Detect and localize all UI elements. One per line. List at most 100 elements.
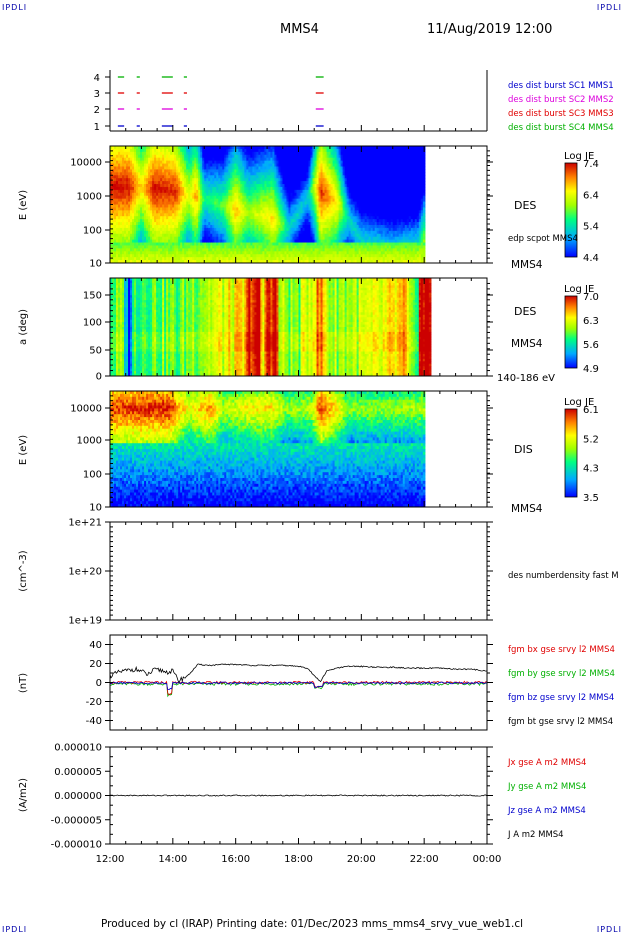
- heatmap-cell: [202, 184, 205, 188]
- heatmap-cell: [244, 204, 247, 209]
- heatmap-cell: [132, 236, 135, 241]
- heatmap-cell: [320, 175, 324, 179]
- heatmap-cell: [120, 192, 123, 197]
- heatmap-cell: [318, 181, 322, 185]
- heatmap-cell: [348, 227, 352, 232]
- heatmap-cell: [300, 148, 304, 153]
- heatmap-cell: [330, 184, 334, 188]
- heatmap-cell: [166, 154, 169, 159]
- heatmap-cell: [168, 178, 171, 182]
- heatmap-cell: [216, 233, 219, 238]
- heatmap-cell: [170, 148, 173, 153]
- heatmap-cell: [310, 204, 314, 209]
- heatmap-cell: [358, 154, 362, 159]
- heatmap-cell: [174, 260, 177, 263]
- heatmap-cell: [206, 169, 209, 173]
- heatmap-cell: [308, 219, 312, 223]
- heatmap-cell: [262, 175, 266, 179]
- heatmap-cell: [212, 213, 215, 217]
- heatmap-cell: [330, 204, 334, 209]
- heatmap-cell: [316, 198, 320, 203]
- heatmap-cell: [342, 260, 346, 263]
- heatmap-cell: [128, 163, 131, 168]
- heatmap-cell: [250, 175, 253, 179]
- heatmap-cell: [118, 236, 121, 241]
- heatmap-cell: [270, 230, 274, 235]
- heatmap-cell: [162, 210, 165, 214]
- heatmap-cell: [142, 239, 145, 244]
- heatmap-cell: [206, 201, 209, 206]
- heatmap-cell: [136, 189, 139, 194]
- heatmap-cell: [116, 154, 119, 159]
- heatmap-cell: [180, 207, 183, 211]
- heatmap-cell: [118, 254, 121, 258]
- heatmap-cell: [178, 216, 181, 220]
- heatmap-cell: [278, 189, 282, 194]
- heatmap-cell: [158, 195, 161, 200]
- heatmap-cell: [306, 172, 310, 176]
- heatmap-cell: [244, 219, 247, 223]
- heatmap-cell: [154, 236, 157, 241]
- heatmap-cell: [242, 222, 245, 226]
- heatmap-cell: [136, 236, 139, 241]
- heatmap-cell: [242, 198, 245, 203]
- heatmap-cell: [338, 181, 342, 185]
- heatmap-cell: [344, 172, 348, 176]
- heatmap-cell: [238, 146, 241, 150]
- heatmap-cell: [272, 146, 276, 150]
- heatmap-cell: [226, 154, 229, 159]
- heatmap-cell: [172, 169, 175, 173]
- heatmap-cell: [206, 204, 209, 209]
- heatmap-cell: [302, 146, 306, 150]
- heatmap-cell: [138, 148, 141, 153]
- heatmap-cell: [294, 207, 298, 211]
- heatmap-cell: [174, 186, 177, 191]
- heatmap-cell: [276, 198, 280, 203]
- heatmap-cell: [256, 210, 259, 214]
- heatmap-cell: [340, 210, 344, 214]
- heatmap-cell: [186, 166, 189, 170]
- heatmap-cell: [338, 146, 342, 150]
- heatmap-cell: [152, 222, 155, 226]
- heatmap-cell: [126, 186, 129, 191]
- heatmap-cell: [188, 245, 191, 249]
- heatmap-cell: [200, 195, 203, 200]
- heatmap-cell: [144, 184, 147, 188]
- heatmap-cell: [186, 198, 189, 203]
- heatmap-cell: [230, 154, 233, 159]
- heatmap-cell: [226, 151, 229, 156]
- heatmap-cell: [276, 154, 280, 159]
- heatmap-cell: [250, 236, 253, 241]
- heatmap-cell: [160, 160, 163, 165]
- heatmap-cell: [252, 224, 255, 229]
- heatmap-cell: [308, 251, 312, 255]
- heatmap-cell: [318, 227, 322, 232]
- heatmap-cell: [302, 219, 306, 223]
- heatmap-cell: [306, 242, 310, 247]
- heatmap-cell: [356, 160, 360, 165]
- heatmap-cell: [170, 227, 173, 232]
- heatmap-cell: [200, 184, 203, 188]
- heatmap-cell: [276, 260, 280, 263]
- heatmap-cell: [180, 210, 183, 214]
- heatmap-cell: [316, 227, 320, 232]
- heatmap-cell: [132, 260, 135, 263]
- heatmap-cell: [228, 192, 231, 197]
- heatmap-cell: [112, 216, 115, 220]
- heatmap-cell: [116, 207, 119, 211]
- heatmap-cell: [298, 192, 302, 197]
- heatmap-cell: [300, 210, 304, 214]
- heatmap-cell: [212, 236, 215, 241]
- heatmap-cell: [262, 251, 266, 255]
- heatmap-cell: [348, 201, 352, 206]
- heatmap-cell: [114, 216, 117, 220]
- heatmap-cell: [358, 151, 362, 156]
- heatmap-cell: [322, 160, 326, 165]
- heatmap-cell: [184, 227, 187, 232]
- heatmap-cell: [128, 207, 131, 211]
- heatmap-cell: [356, 213, 360, 217]
- heatmap-cell: [188, 157, 191, 162]
- heatmap-cell: [340, 245, 344, 249]
- heatmap-cell: [320, 219, 324, 223]
- heatmap-cell: [338, 251, 342, 255]
